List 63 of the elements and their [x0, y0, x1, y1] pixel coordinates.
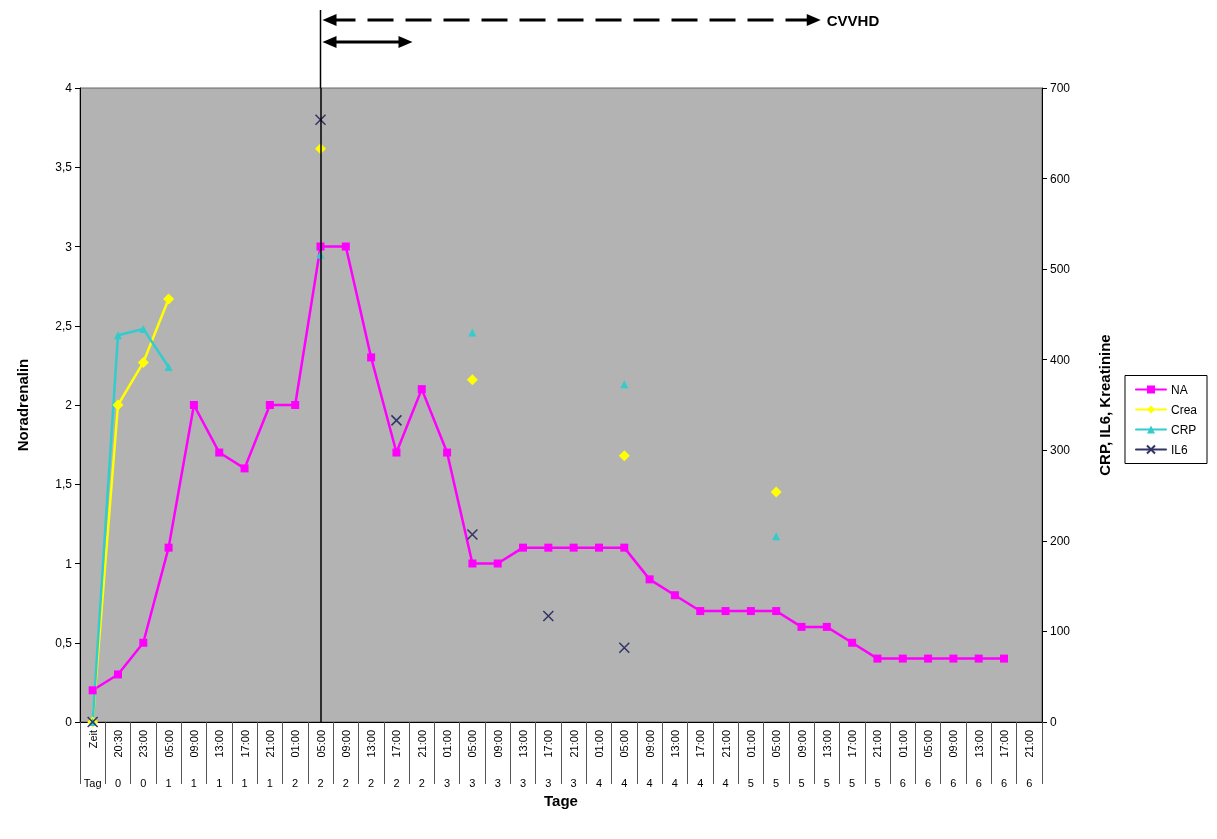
category-label: 21:00 2	[415, 730, 428, 789]
y-tick-label: 1	[65, 556, 73, 571]
y-tick-label: 1,5	[55, 477, 73, 492]
y2-tick-label: 100	[1050, 624, 1071, 639]
category-label: 01:00 4	[592, 730, 605, 789]
category-label: 13:00 5	[820, 730, 833, 789]
category-label: 21:00 5	[871, 730, 884, 789]
y-tick-label: 0	[65, 715, 73, 729]
y-axis-title: Noradrenalin	[14, 358, 31, 452]
category-label: 17:00 2	[390, 730, 403, 789]
legend-label: CRP	[1170, 422, 1197, 437]
category-label: 05:00 2	[314, 730, 327, 789]
y2-tick-label: 600	[1050, 171, 1071, 186]
category-label: 09:00 5	[795, 730, 808, 789]
category-label: 21:00 4	[719, 730, 732, 789]
category-label: 01:00 2	[289, 730, 302, 789]
category-label: 09:00 6	[947, 730, 960, 789]
category-label: 13:00 3	[517, 730, 530, 789]
category-label: 09:00 3	[491, 730, 504, 789]
category-label: 17:00 1	[238, 730, 251, 789]
y-tick-label: 2	[65, 398, 73, 412]
category-label: 05:00 5	[770, 730, 783, 789]
category-label: 05:00 1	[162, 730, 175, 789]
category-label: Zeit Tag	[83, 730, 102, 789]
category-label: 01:00 5	[744, 730, 757, 789]
x-axis-title: Tage	[544, 792, 578, 809]
legend-label: NA	[1170, 382, 1188, 397]
y-tick-label: 2,5	[55, 318, 73, 333]
category-label: 13:00 4	[668, 730, 681, 789]
category-label: 09:00 2	[339, 730, 352, 789]
y2-tick-label: 700	[1050, 81, 1071, 95]
y-tick-label: 3	[65, 239, 73, 254]
y2-tick-label: 400	[1050, 352, 1071, 367]
category-label: 01:00 6	[896, 730, 909, 789]
category-label: 17:00 5	[846, 730, 859, 789]
text: CVVHD	[826, 11, 880, 29]
category-label: 05:00 4	[618, 730, 631, 789]
category-label: 01:00 3	[441, 730, 454, 789]
category-label: 21:00 1	[263, 730, 276, 789]
category-label: 09:00 1	[187, 730, 200, 789]
y2-tick-label: 0	[1050, 715, 1057, 729]
category-label: 21:00 3	[567, 730, 580, 789]
y2-axis-title: CRP, IL6, Kreatinine	[1096, 334, 1113, 476]
category-label: 23:00 0	[137, 730, 150, 789]
category-label: 13:00 1	[213, 730, 226, 789]
y2-tick-label: 200	[1050, 533, 1071, 548]
category-label: 05:00 3	[466, 730, 479, 789]
y2-tick-label: 500	[1050, 262, 1071, 277]
y2-tick-label: 300	[1050, 443, 1071, 458]
category-label: 17:00 4	[694, 730, 707, 789]
y-tick-label: 4	[65, 81, 73, 95]
y-tick-label: 0,5	[55, 635, 73, 650]
category-label: 20:30 0	[111, 730, 124, 789]
category-label: 17:00 3	[542, 730, 555, 789]
category-label: 21:00 6	[1023, 730, 1036, 789]
category-label: 05:00 6	[922, 730, 935, 789]
category-label: 13:00 2	[365, 730, 378, 789]
legend-label: IL6	[1170, 442, 1188, 457]
legend-label: Crea	[1170, 402, 1198, 417]
category-label: 13:00 6	[972, 730, 985, 789]
y-tick-label: 3,5	[55, 160, 73, 175]
category-label: 09:00 4	[643, 730, 656, 789]
category-label: 17:00 6	[998, 730, 1011, 789]
